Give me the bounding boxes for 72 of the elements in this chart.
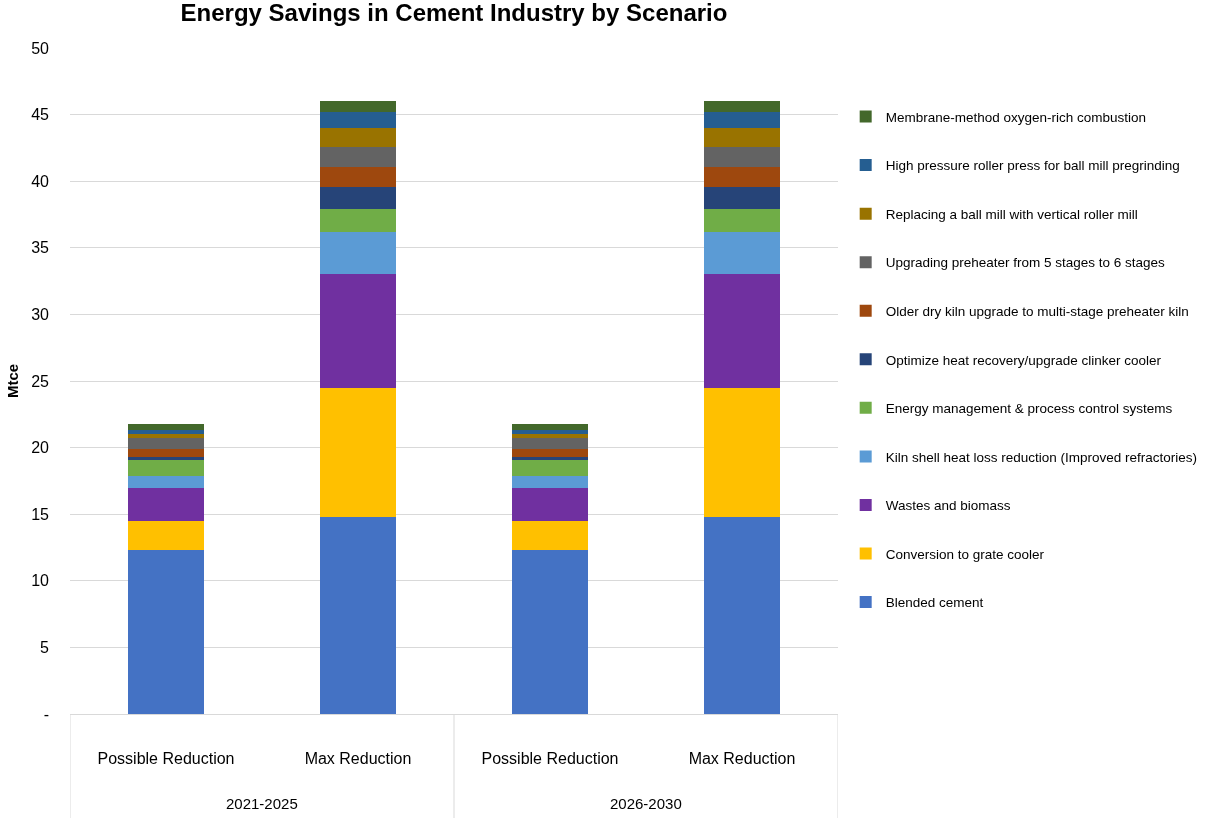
bar	[127, 430, 205, 435]
bar	[127, 434, 205, 439]
bar	[511, 520, 589, 551]
legend-label: Energy management & process control systems	[885, 401, 1173, 417]
bar	[127, 550, 205, 714]
legend-label: Older dry kiln upgrade to multi-stage preheater kiln	[885, 304, 1189, 320]
bar	[319, 146, 397, 167]
legend-label: Membrane-method oxygen-rich combustion	[885, 109, 1147, 125]
x-tick-label: Max Reduction	[688, 750, 796, 768]
y-tick-label: 35	[31, 239, 50, 257]
bar	[703, 101, 781, 112]
bar	[319, 516, 397, 714]
y-tick-label: 30	[31, 306, 50, 323]
x-tick-label: Possible Reduction	[97, 750, 235, 768]
bar	[511, 456, 589, 460]
y-tick-label: 40	[31, 172, 50, 190]
bar	[127, 448, 205, 457]
legend-label: Upgrading preheater from 5 stages to 6 stages	[885, 255, 1166, 271]
bar	[703, 387, 781, 517]
y-tick-label: 5	[40, 639, 50, 656]
y-tick-label: 50	[31, 39, 50, 57]
bar	[511, 487, 589, 521]
y-tick-label: 25	[31, 372, 50, 390]
bar	[319, 111, 397, 128]
bar	[703, 127, 781, 147]
legend-label: Replacing a ball mill with vertical roller mill	[885, 206, 1138, 222]
bar	[703, 146, 781, 167]
chart-title: Energy Savings in Cement Industry by Scenario	[180, 0, 728, 26]
y-tick-label: 15	[31, 505, 50, 523]
bar	[511, 459, 589, 476]
legend-label: Blended cement	[885, 595, 984, 611]
legend-label: Kiln shell heat loss reduction (Improved refractories)	[885, 449, 1198, 465]
bar	[127, 520, 205, 551]
bar	[703, 209, 781, 232]
bar	[127, 456, 205, 460]
y-tick-label: -	[43, 705, 49, 723]
bar	[511, 430, 589, 435]
bar	[511, 550, 589, 714]
bar	[511, 438, 589, 449]
y-tick-label: 10	[31, 572, 50, 590]
bar	[127, 438, 205, 449]
bar	[511, 448, 589, 457]
y-axis-title: Mtce	[4, 363, 22, 399]
bar	[511, 475, 589, 488]
bar	[127, 459, 205, 476]
bar	[703, 111, 781, 128]
bar	[319, 186, 397, 210]
bar	[703, 186, 781, 210]
bar	[511, 434, 589, 439]
x-tick-label: Max Reduction	[304, 750, 412, 768]
bar	[703, 231, 781, 275]
legend-label: High pressure roller press for ball mill pregrinding	[885, 158, 1180, 174]
y-tick-label: 45	[31, 106, 50, 124]
bar	[319, 166, 397, 187]
text: 2026-2030	[610, 795, 682, 812]
bar	[319, 231, 397, 275]
bar	[319, 101, 397, 112]
y-tick-label: 20	[31, 439, 50, 457]
legend-label: Wastes and biomass	[885, 498, 1011, 514]
bar	[703, 274, 781, 388]
legend-label: Optimize heat recovery/upgrade clinker cooler	[885, 352, 1162, 368]
bar	[703, 516, 781, 714]
x-tick-label: Possible Reduction	[481, 750, 619, 768]
bar	[319, 127, 397, 147]
bar	[127, 475, 205, 488]
legend-label: Conversion to grate cooler	[885, 546, 1045, 562]
text: 2021-2025	[226, 795, 298, 812]
bar	[319, 209, 397, 232]
bar	[127, 487, 205, 521]
bar	[319, 274, 397, 388]
bar	[319, 387, 397, 517]
bar	[703, 166, 781, 187]
